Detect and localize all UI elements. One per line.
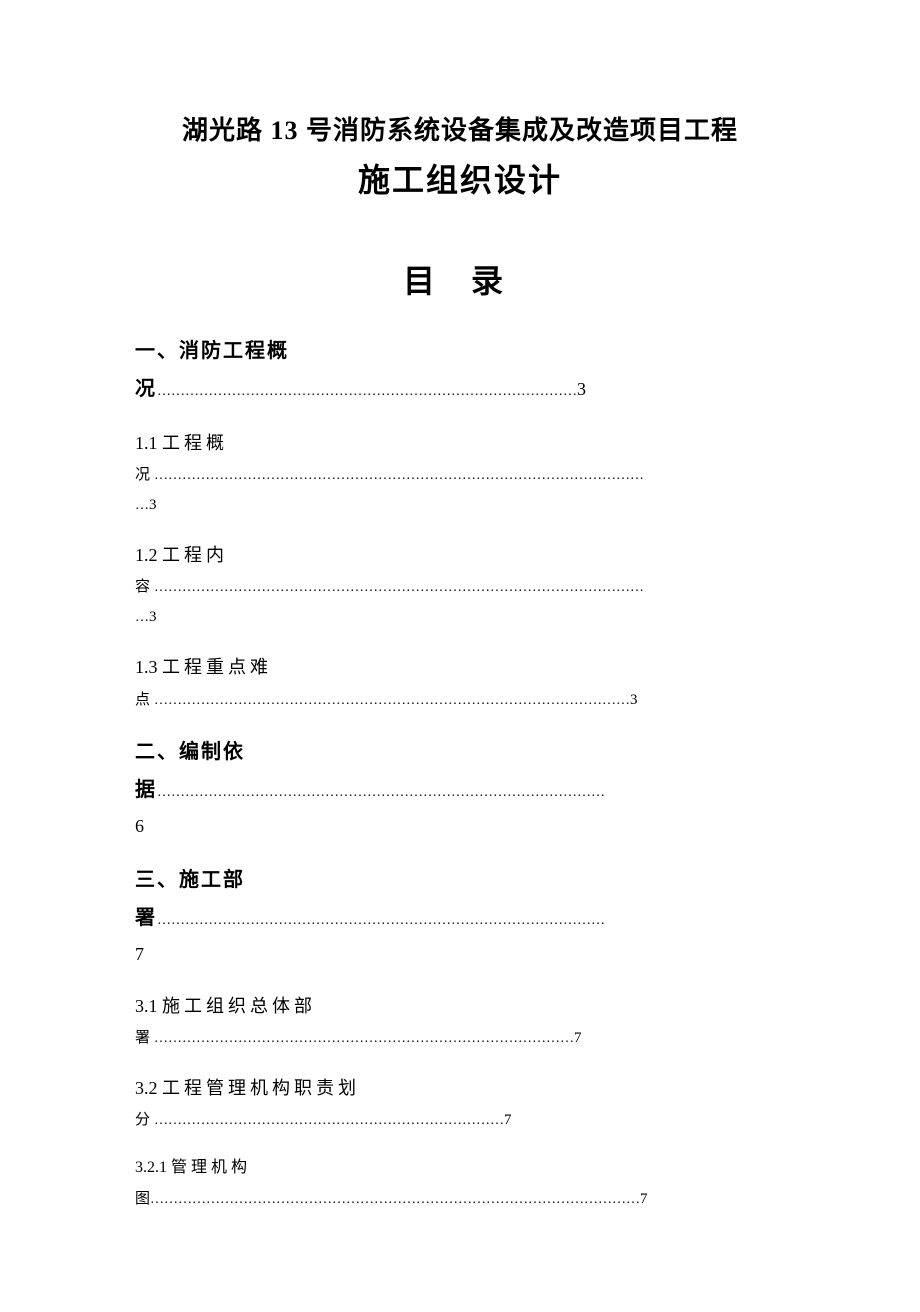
toc-entry-text-cont: 况 xyxy=(135,378,157,400)
toc-entry-label: 1.3 xyxy=(135,657,162,677)
toc-entry-dots: ………………………………………………………………………………………… xyxy=(154,693,630,708)
toc-entry-page: 3 xyxy=(149,497,157,513)
toc-entry-0: 一、消防工程概况………………………………………………………………………………3 xyxy=(135,332,785,408)
toc-entry-6: 3.1 施工组织总体部署…………………………………………………………………………… xyxy=(135,989,785,1053)
toc-entry-1: 1.1 工程概况……………………………………………………………………………………… xyxy=(135,426,785,520)
toc-entry-label: 3.2.1 xyxy=(135,1159,171,1176)
toc-entry-8: 3.2.1 管理机构图……………………………………………………………………………… xyxy=(135,1153,785,1213)
toc-entry-dots: …………………………………………………………………………………… xyxy=(157,913,605,928)
toc-entry-dots: ………………………………………………………………… xyxy=(154,1113,504,1128)
toc-entry-page: 7 xyxy=(640,1191,648,1207)
toc-entry-page: 3 xyxy=(630,692,638,708)
toc-entry-3: 1.3 工程重点难点………………………………………………………………………………… xyxy=(135,650,785,714)
toc-entry-dots: …………………………………………………………………………………………… xyxy=(150,1192,640,1207)
toc-entry-dots: ……………………………………………………………………………… xyxy=(154,1031,574,1046)
toc-entry-text: 三、施工部 xyxy=(135,861,785,899)
toc-entry-text: 工程概 xyxy=(162,433,228,453)
toc-entry-dots: … xyxy=(135,610,149,625)
toc-container: 一、消防工程概况………………………………………………………………………………31… xyxy=(135,332,785,1214)
toc-entry-label: 3.2 xyxy=(135,1078,162,1098)
toc-entry-text-cont: 署 xyxy=(135,1030,154,1046)
toc-entry-page: 3 xyxy=(149,609,157,625)
toc-entry-text: 施工组织总体部 xyxy=(162,996,316,1016)
toc-entry-page: 7 xyxy=(135,937,785,971)
toc-entry-7: 3.2 工程管理机构职责划分…………………………………………………………………7 xyxy=(135,1071,785,1135)
toc-entry-dots: ……………………………………………………………………………… xyxy=(157,384,577,399)
toc-entry-text-cont: 点 xyxy=(135,692,154,708)
toc-entry-text: 工程内 xyxy=(162,545,228,565)
toc-entry-text: 一、消防工程概 xyxy=(135,332,785,370)
toc-heading: 目 录 xyxy=(135,256,785,302)
toc-entry-text-cont: 署 xyxy=(135,907,157,929)
toc-entry-text-cont: 容 xyxy=(135,579,154,595)
toc-entry-text-cont: 图 xyxy=(135,1191,150,1207)
toc-entry-dots: …………………………………………………………………………………………… xyxy=(154,468,644,483)
toc-entry-5: 三、施工部署…………………………………………………………………………………… 7 xyxy=(135,861,785,971)
toc-entry-text-cont: 据 xyxy=(135,779,157,801)
toc-entry-page: 7 xyxy=(504,1112,512,1128)
toc-entry-4: 二、编制依据…………………………………………………………………………………… 6 xyxy=(135,733,785,843)
document-page: 湖光路 13 号消防系统设备集成及改造项目工程 施工组织设计 目 录 一、消防工… xyxy=(0,0,920,1312)
toc-entry-2: 1.2 工程内容……………………………………………………………………………………… xyxy=(135,538,785,632)
toc-entry-page: 7 xyxy=(574,1030,582,1046)
toc-entry-text-cont: 分 xyxy=(135,1112,154,1128)
toc-entry-label: 3.1 xyxy=(135,996,162,1016)
toc-entry-page: 3 xyxy=(577,379,586,399)
toc-entry-text-cont: 况 xyxy=(135,467,154,483)
toc-entry-dots: …………………………………………………………………………………………… xyxy=(154,580,644,595)
toc-entry-text: 工程重点难 xyxy=(162,657,272,677)
toc-entry-label: 1.2 xyxy=(135,545,162,565)
toc-entry-text: 二、编制依 xyxy=(135,733,785,771)
document-title-line2: 施工组织设计 xyxy=(135,155,785,201)
toc-entry-text: 工程管理机构职责划 xyxy=(162,1078,360,1098)
toc-entry-text: 3.2.1 管理机构 xyxy=(135,1153,785,1183)
toc-entry-dots: … xyxy=(135,498,149,513)
document-title-line1: 湖光路 13 号消防系统设备集成及改造项目工程 xyxy=(135,110,785,147)
toc-entry-label: 1.1 xyxy=(135,433,162,453)
toc-entry-page: 6 xyxy=(135,809,785,843)
toc-entry-dots: …………………………………………………………………………………… xyxy=(157,785,605,800)
